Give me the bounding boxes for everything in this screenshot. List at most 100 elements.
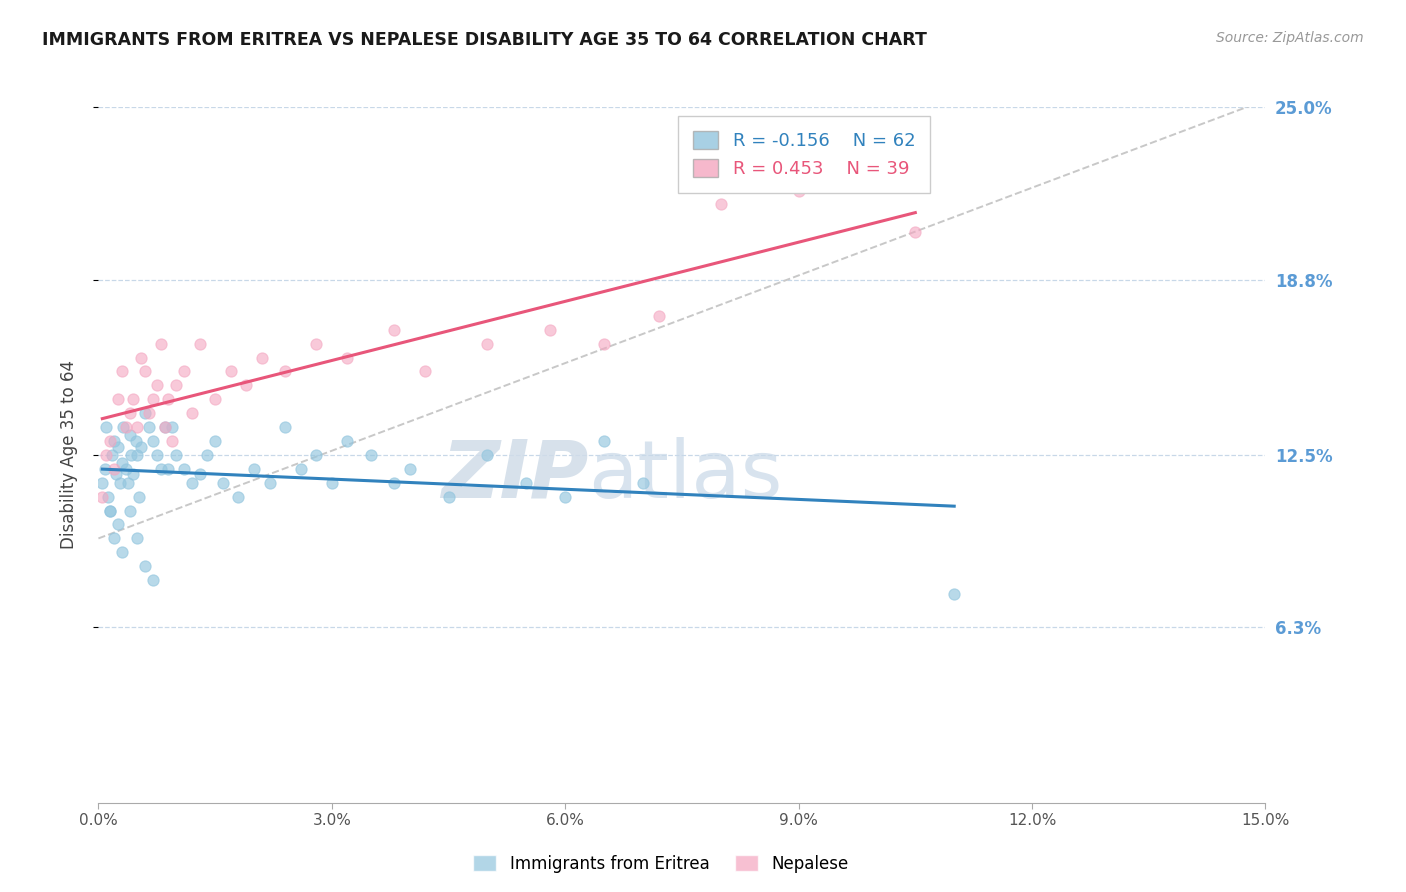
Y-axis label: Disability Age 35 to 64: Disability Age 35 to 64 [59,360,77,549]
Point [904,225,927,239]
Point [112,420,135,434]
Point [305,448,328,462]
Point [157,462,180,476]
Point [180,475,202,490]
Point [107,392,129,407]
Point [710,197,733,211]
Point [943,587,966,601]
Point [188,336,211,351]
Point [146,378,169,392]
Point [138,420,160,434]
Point [228,490,250,504]
Point [195,448,218,462]
Point [103,462,125,476]
Point [173,364,195,378]
Point [108,475,131,490]
Point [787,184,810,198]
Point [165,378,187,392]
Point [173,462,195,476]
Point [382,475,405,490]
Point [134,559,156,574]
Text: Source: ZipAtlas.com: Source: ZipAtlas.com [1216,31,1364,45]
Point [97,490,120,504]
Point [290,462,312,476]
Point [98,434,121,448]
Point [98,503,121,517]
Point [93,462,115,476]
Point [134,364,156,378]
Point [413,364,436,378]
Point [118,503,141,517]
Point [593,434,616,448]
Point [114,462,136,476]
Point [321,475,343,490]
Point [118,428,141,442]
Point [114,420,136,434]
Point [180,406,202,420]
Point [437,490,460,504]
Point [96,420,118,434]
Point [243,462,266,476]
Point [117,475,139,490]
Point [128,490,150,504]
Point [125,434,148,448]
Point [129,351,152,365]
Point [274,364,297,378]
Point [142,573,165,587]
Text: atlas: atlas [589,437,783,515]
Point [647,309,669,323]
Point [162,420,184,434]
Point [538,323,561,337]
Point [138,406,160,420]
Point [127,420,149,434]
Point [107,440,129,454]
Point [103,434,125,448]
Point [382,323,405,337]
Point [477,448,499,462]
Point [250,351,273,365]
Point [235,378,257,392]
Point [146,448,169,462]
Point [360,448,382,462]
Point [111,545,134,559]
Point [153,420,176,434]
Point [127,532,149,546]
Point [274,420,297,434]
Point [120,448,142,462]
Point [259,475,281,490]
Point [104,467,127,482]
Point [336,434,359,448]
Point [118,406,141,420]
Point [122,392,145,407]
Point [96,448,118,462]
Point [142,392,165,407]
Point [631,475,654,490]
Point [165,448,187,462]
Point [188,467,211,482]
Point [111,364,134,378]
Text: ZIP: ZIP [441,437,589,515]
Point [204,392,226,407]
Point [142,434,165,448]
Point [111,456,134,470]
Point [157,392,180,407]
Point [122,467,145,482]
Point [204,434,226,448]
Text: IMMIGRANTS FROM ERITREA VS NEPALESE DISABILITY AGE 35 TO 64 CORRELATION CHART: IMMIGRANTS FROM ERITREA VS NEPALESE DISA… [42,31,927,49]
Point [107,517,129,532]
Point [219,364,242,378]
Point [127,448,149,462]
Point [554,490,576,504]
Point [305,336,328,351]
Point [515,475,537,490]
Point [398,462,420,476]
Point [336,351,359,365]
Point [91,490,114,504]
Point [162,434,184,448]
Point [103,532,125,546]
Point [477,336,499,351]
Point [98,503,121,517]
Point [593,336,616,351]
Point [153,420,176,434]
Legend: R = -0.156    N = 62, R = 0.453    N = 39: R = -0.156 N = 62, R = 0.453 N = 39 [678,116,929,193]
